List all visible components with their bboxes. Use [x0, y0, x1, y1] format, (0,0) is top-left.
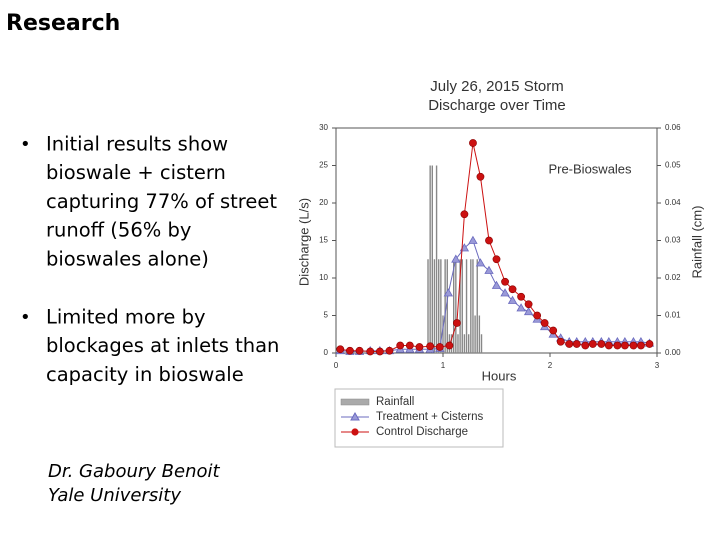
bullet-text: Initial results show [46, 133, 228, 156]
circle-marker [336, 345, 345, 354]
circle-marker [476, 172, 485, 181]
x-tick-label: 0 [334, 361, 339, 370]
triangle-marker [468, 235, 478, 244]
triangle-marker [523, 306, 534, 316]
y-tick-label: 0 [324, 348, 329, 357]
legend-label: Control Discharge [376, 426, 468, 438]
bullet-text: blockages at inlets than [46, 334, 279, 357]
bullet-text: bioswale + cistern [46, 161, 226, 184]
bullet-text: capacity in bioswale [46, 363, 244, 386]
circle-marker [540, 319, 549, 327]
triangle-marker [443, 288, 454, 297]
circle-marker [492, 255, 501, 264]
triangle-marker [500, 288, 510, 297]
y2-tick-label: 0.01 [665, 311, 681, 320]
circle-marker [501, 277, 509, 286]
circle-marker [629, 341, 638, 350]
chart-title: July 26, 2015 Storm [430, 78, 563, 95]
y-tick-label: 5 [324, 311, 329, 320]
y2-tick-label: 0.04 [665, 198, 681, 207]
circle-marker [637, 341, 645, 350]
y-tick-label: 30 [319, 123, 328, 132]
circle-marker [445, 341, 454, 350]
legend-label: Rainfall [376, 396, 414, 408]
y2-axis-label: Rainfall (cm) [689, 206, 704, 279]
y-axis-label: Discharge (L/s) [296, 198, 311, 286]
circle-marker [572, 340, 581, 348]
triangle-marker [484, 265, 494, 274]
slide-title: Research [6, 11, 120, 36]
x-tick-label: 2 [548, 361, 553, 370]
triangle-marker [475, 258, 486, 267]
circle-marker [366, 347, 375, 356]
circle-marker [469, 139, 477, 147]
circle-marker [508, 285, 517, 294]
x-axis-label: Hours [482, 368, 517, 383]
circle-marker [517, 292, 526, 301]
y2-tick-label: 0.02 [665, 273, 681, 282]
circle-marker [485, 236, 493, 245]
circle-marker [588, 340, 597, 348]
bullet-text: runoff (56% by [46, 219, 191, 242]
bullet-dot: • [20, 134, 31, 155]
bullet-list: • Initial results show bioswale + cistern c… [20, 133, 279, 386]
x-tick-label: 3 [655, 361, 660, 370]
bullet-text: capturing 77% of street [46, 190, 277, 213]
circle-marker [460, 210, 469, 219]
y2-tick-label: 0.00 [665, 348, 681, 357]
circle-marker [565, 340, 574, 348]
attribution: Yale University [48, 485, 181, 506]
y-tick-label: 20 [319, 198, 328, 207]
circle-marker [613, 341, 622, 350]
y-tick-label: 15 [319, 236, 328, 245]
legend-marker [350, 411, 360, 421]
x-tick-label: 1 [441, 361, 446, 370]
legend-label: Treatment + Cisterns [376, 411, 484, 423]
circle-marker [405, 341, 414, 350]
triangle-marker [491, 280, 502, 289]
circle-marker [581, 341, 590, 350]
circle-marker [549, 326, 558, 335]
circle-marker [355, 346, 364, 355]
legend-box [334, 388, 504, 448]
bullet-text: bioswales alone) [46, 247, 209, 270]
circle-marker [346, 346, 354, 355]
circle-marker [396, 341, 405, 350]
circle-marker [385, 346, 394, 355]
annotation: Pre-Bioswales [548, 161, 632, 176]
triangle-marker [507, 295, 518, 304]
circle-marker [435, 343, 444, 351]
chart-subtitle: Discharge over Time [428, 97, 566, 114]
circle-marker [524, 300, 533, 309]
triangle-marker [516, 303, 526, 312]
circle-marker [415, 343, 424, 351]
circle-marker [645, 340, 654, 348]
y2-tick-label: 0.05 [665, 161, 681, 170]
circle-marker [426, 342, 435, 351]
bullet-dot: • [20, 307, 31, 328]
triangle-marker [451, 254, 461, 263]
circle-marker [621, 341, 629, 350]
circle-marker [533, 311, 542, 320]
circle-marker [453, 319, 461, 327]
y-tick-label: 10 [319, 273, 328, 282]
legend-swatch [340, 398, 370, 406]
circle-marker [556, 337, 565, 346]
circle-marker [604, 341, 613, 350]
attribution: Dr. Gaboury Benoit [48, 461, 220, 482]
bullet-text: Limited more by [46, 306, 206, 329]
legend-marker [351, 428, 359, 436]
circle-marker [375, 347, 384, 356]
y2-tick-label: 0.03 [665, 236, 681, 245]
y2-tick-label: 0.06 [665, 123, 681, 132]
circle-marker [597, 340, 606, 348]
y-tick-label: 25 [319, 161, 328, 170]
